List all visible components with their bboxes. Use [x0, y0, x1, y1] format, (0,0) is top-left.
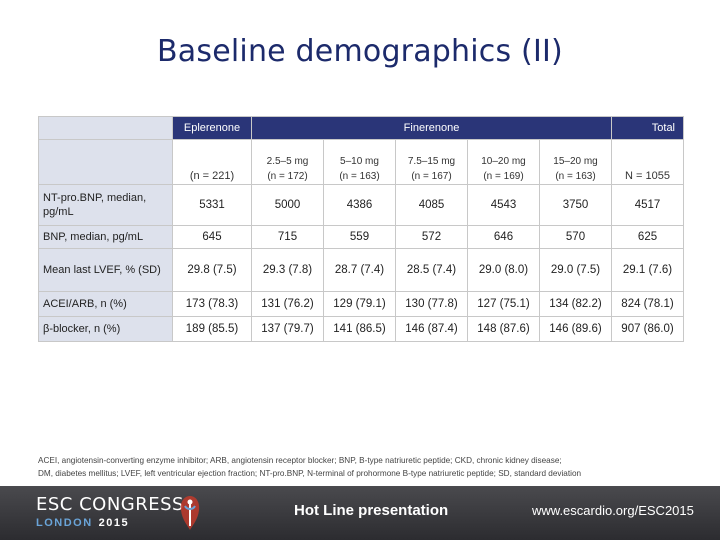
col-header-dose: 15–20 mg (n = 163)	[538, 139, 613, 185]
abbreviations-footnote: ACEI, angiotensin-converting enzyme inhi…	[38, 454, 698, 480]
row-label: BNP, median, pg/mL	[38, 225, 173, 249]
table-cell: 4386	[323, 184, 396, 226]
table-cell: 645	[172, 225, 252, 249]
row-label: ACEI/ARB, n (%)	[38, 291, 173, 317]
table-row: β-blocker, n (%) 189 (85.5) 137 (79.7) 1…	[38, 316, 685, 342]
col-header-dose: 2.5–5 mg (n = 172)	[251, 139, 324, 185]
table-cell: 29.0 (8.0)	[467, 248, 540, 292]
table-row: NT-pro.BNP, median, pg/mL 5331 5000 4386…	[38, 184, 685, 226]
table-cell: 824 (78.1)	[611, 291, 685, 317]
table-cell: 127 (75.1)	[467, 291, 540, 317]
table-cell: 173 (78.3)	[172, 291, 252, 317]
group-header-row: Eplerenone Finerenone Total	[38, 116, 685, 140]
table-cell: 29.1 (7.6)	[611, 248, 685, 292]
table-cell: 130 (77.8)	[395, 291, 468, 317]
demographics-table: Eplerenone Finerenone Total (n = 221) 2.…	[38, 116, 685, 342]
table-cell: 5331	[172, 184, 252, 226]
table-row: Mean last LVEF, % (SD) 29.8 (7.5) 29.3 (…	[38, 248, 685, 292]
table-cell: 189 (85.5)	[172, 316, 252, 342]
header-corner	[38, 116, 173, 140]
total-header: Total	[611, 116, 685, 140]
congress-location: LONDON 2015	[36, 517, 184, 529]
congress-name: ESC CONGRESS	[36, 494, 184, 515]
congress-year: 2015	[98, 517, 130, 529]
esc-logo-icon	[180, 496, 200, 530]
table-row: BNP, median, pg/mL 645 715 559 572 646 5…	[38, 225, 685, 249]
table-cell: 146 (89.6)	[538, 316, 613, 342]
col-header-eplerenone: (n = 221)	[172, 139, 252, 185]
table-cell: 28.7 (7.4)	[323, 248, 396, 292]
subheader-row: (n = 221) 2.5–5 mg (n = 172) 5–10 mg (n = …	[38, 139, 685, 185]
table-cell: 4543	[467, 184, 540, 226]
table-cell: 29.8 (7.5)	[172, 248, 252, 292]
footer-bar: ESC CONGRESS LONDON 2015 Hot Line present…	[0, 486, 720, 540]
table-cell: 572	[395, 225, 468, 249]
col-header-dose: 10–20 mg (n = 169)	[467, 139, 540, 185]
table-cell: 5000	[251, 184, 324, 226]
col-header-total: N = 1055	[611, 139, 685, 185]
table-cell: 715	[251, 225, 324, 249]
eplerenone-header: Eplerenone	[172, 116, 252, 140]
table-cell: 146 (87.4)	[395, 316, 468, 342]
presentation-type: Hot Line presentation	[294, 502, 449, 519]
finerenone-header: Finerenone	[250, 116, 613, 140]
table-cell: 4517	[611, 184, 685, 226]
subheader-corner	[38, 139, 173, 185]
table-cell: 141 (86.5)	[323, 316, 396, 342]
table-cell: 646	[467, 225, 540, 249]
city-name: LONDON	[36, 517, 93, 529]
table-cell: 907 (86.0)	[611, 316, 685, 342]
footnote-line: DM, diabetes mellitus; LVEF, left ventri…	[38, 469, 582, 478]
table-cell: 29.0 (7.5)	[538, 248, 613, 292]
table-cell: 4085	[395, 184, 468, 226]
table-cell: 570	[538, 225, 613, 249]
row-label: Mean last LVEF, % (SD)	[38, 248, 173, 292]
table-cell: 625	[611, 225, 685, 249]
col-header-dose: 7.5–15 mg (n = 167)	[395, 139, 468, 185]
table-cell: 28.5 (7.4)	[395, 248, 468, 292]
col-header-dose: 5–10 mg (n = 163)	[323, 139, 396, 185]
table-row: ACEI/ARB, n (%) 173 (78.3) 131 (76.2) 12…	[38, 291, 685, 317]
table-cell: 129 (79.1)	[323, 291, 396, 317]
table-cell: 137 (79.7)	[251, 316, 324, 342]
row-label: β-blocker, n (%)	[38, 316, 173, 342]
table-cell: 131 (76.2)	[251, 291, 324, 317]
row-label: NT-pro.BNP, median, pg/mL	[38, 184, 173, 226]
table-cell: 559	[323, 225, 396, 249]
table-cell: 134 (82.2)	[538, 291, 613, 317]
slide-title: Baseline demographics (II)	[157, 34, 563, 69]
table-cell: 3750	[538, 184, 613, 226]
congress-branding: ESC CONGRESS LONDON 2015	[36, 494, 184, 529]
table-cell: 148 (87.6)	[467, 316, 540, 342]
footnote-line: ACEI, angiotensin-converting enzyme inhi…	[38, 456, 562, 465]
table-cell: 29.3 (7.8)	[251, 248, 324, 292]
website-link[interactable]: www.escardio.org/ESC2015	[532, 503, 694, 518]
